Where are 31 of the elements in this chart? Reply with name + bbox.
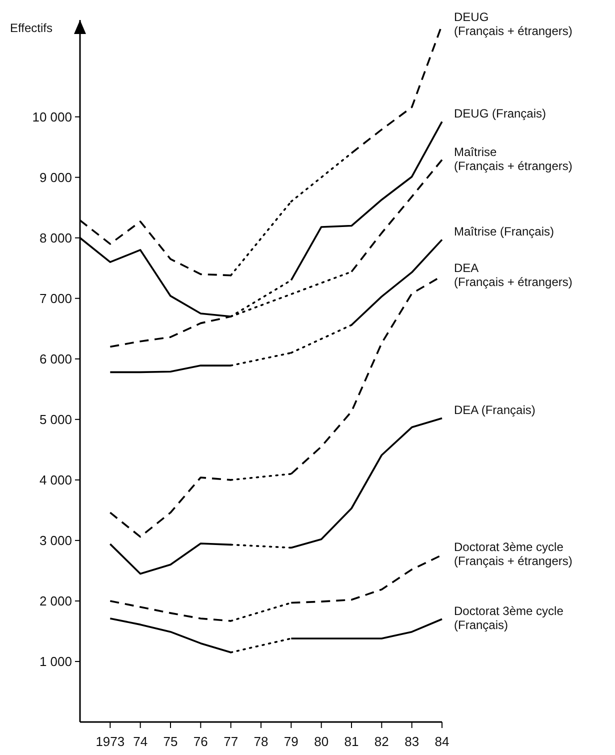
y-tick-label: 4 000 xyxy=(39,472,72,488)
series-label: Doctorat 3ème cycle (Français + étrangers) xyxy=(454,540,572,568)
x-tick-label: 75 xyxy=(163,734,178,749)
series-label: Maîtrise (Français) xyxy=(454,224,554,239)
series-label: Doctorat 3ème cycle (Français) xyxy=(454,604,564,632)
x-tick-label: 84 xyxy=(434,734,450,749)
x-tick-label: 74 xyxy=(133,734,148,749)
x-tick-label: 77 xyxy=(224,734,238,749)
y-tick-label: 2 000 xyxy=(39,594,72,609)
x-tick-label: 82 xyxy=(374,734,389,749)
x-tick-label: 79 xyxy=(284,734,298,749)
y-tick-label: 6 000 xyxy=(39,351,72,366)
series-label: Maîtrise (Français + étrangers) xyxy=(454,144,572,173)
x-tick-label: 76 xyxy=(193,734,208,749)
y-axis-title: Effectifs xyxy=(10,21,52,35)
series-label: DEUG (Français + étrangers) xyxy=(454,10,572,38)
y-tick-label: 10 000 xyxy=(32,109,72,124)
series-label: DEA (Français + étrangers) xyxy=(454,260,572,289)
x-tick-label: 78 xyxy=(254,734,268,749)
series-label: DEA (Français) xyxy=(454,403,536,418)
y-tick-label: 1 000 xyxy=(39,654,72,670)
x-tick-label: 81 xyxy=(344,734,359,749)
y-tick-label: 5 000 xyxy=(39,412,72,427)
y-tick-label: 3 000 xyxy=(39,533,72,548)
y-tick-label: 7 000 xyxy=(39,290,72,306)
x-tick-label: 80 xyxy=(314,734,329,749)
y-tick-label: 8 000 xyxy=(39,230,72,246)
series-label: DEUG (Français) xyxy=(454,106,546,121)
x-tick-label: 83 xyxy=(404,734,420,749)
x-tick-label: 1973 xyxy=(96,734,125,749)
y-tick-label: 9 000 xyxy=(39,170,72,185)
